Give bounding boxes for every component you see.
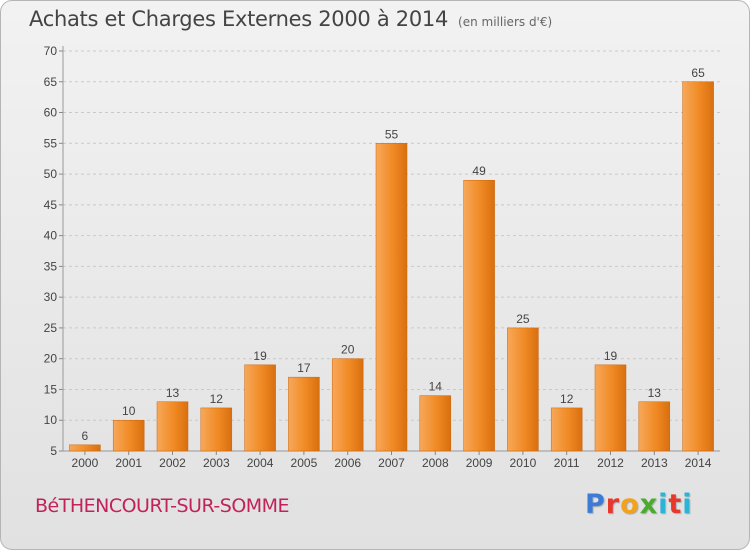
bar-value-label: 12 — [210, 392, 224, 406]
bar — [200, 407, 233, 452]
bar-value-label: 49 — [472, 164, 486, 178]
bar — [594, 364, 627, 452]
bar — [419, 395, 452, 452]
bar — [375, 143, 408, 452]
commune-name: BéTHENCOURT-SUR-SOMME — [35, 495, 290, 517]
chart-title: Achats et Charges Externes 2000 à 2014 (e… — [29, 7, 552, 31]
x-tick-label: 2012 — [597, 456, 624, 470]
value-labels: 6 10 13 12 19 17 20 55 14 49 25 12 19 13 65 — [82, 66, 706, 443]
x-tick-label: 2007 — [378, 456, 405, 470]
bar — [463, 179, 495, 452]
logo-letter: P — [585, 489, 606, 520]
bar — [288, 376, 320, 452]
x-tick-label: 2000 — [72, 456, 99, 470]
y-tick-label: 40 — [44, 229, 58, 243]
x-tick-label: 2013 — [641, 456, 668, 470]
y-tick-label: 50 — [44, 167, 58, 181]
x-tick-labels: 2000 2001 2002 2003 2004 2005 2006 2007 2008 2009… — [72, 451, 712, 470]
x-tick-label: 2003 — [203, 456, 230, 470]
logo-letter: t — [668, 489, 683, 520]
bar-value-label: 6 — [82, 429, 89, 443]
y-tick-label: 25 — [44, 321, 58, 335]
bars — [69, 81, 714, 452]
bar-value-label: 13 — [166, 386, 180, 400]
bar — [112, 419, 145, 452]
logo-letter: i — [682, 489, 693, 520]
bar-value-label: 12 — [560, 392, 574, 406]
x-tick-label: 2006 — [334, 456, 361, 470]
logo-letter: x — [639, 489, 659, 520]
x-tick-label: 2010 — [510, 456, 537, 470]
bar-value-label: 20 — [341, 343, 355, 357]
x-tick-label: 2004 — [247, 456, 274, 470]
y-tick-label: 60 — [44, 106, 58, 120]
x-tick-label: 2001 — [115, 456, 142, 470]
bar-value-label: 65 — [691, 66, 705, 80]
y-tick-label: 70 — [44, 44, 58, 58]
bar — [550, 407, 583, 452]
logo-letter: o — [620, 489, 640, 520]
x-tick-label: 2005 — [291, 456, 318, 470]
proxiti-logo[interactable]: Proxiti — [585, 489, 693, 520]
y-tick-label: 10 — [44, 413, 58, 427]
logo-letter: r — [605, 489, 621, 520]
title-text: Achats et Charges Externes 2000 à 2014 — [29, 7, 449, 31]
y-tick-label: 30 — [44, 290, 58, 304]
bar — [156, 401, 189, 452]
chart-subtitle: (en milliers d'€) — [458, 15, 553, 29]
y-tick-label: 35 — [44, 259, 58, 273]
bar — [244, 364, 276, 452]
bar — [331, 358, 364, 452]
bar-value-label: 10 — [122, 404, 136, 418]
bar-value-label: 19 — [253, 349, 267, 363]
bar — [69, 444, 101, 452]
bar-value-label: 19 — [604, 349, 618, 363]
x-tick-label: 2011 — [554, 456, 580, 470]
bar-value-label: 13 — [648, 386, 662, 400]
bar — [682, 81, 714, 452]
bar — [638, 401, 671, 452]
bar-value-label: 55 — [385, 127, 399, 141]
x-tick-label: 2009 — [466, 456, 493, 470]
y-tick-label: 20 — [44, 352, 58, 366]
x-tick-label: 2008 — [422, 456, 449, 470]
y-tick-labels: 5 10 15 20 25 30 35 40 45 50 55 60 65 70 — [44, 44, 58, 458]
y-tick-label: 15 — [44, 382, 58, 396]
x-tick-label: 2002 — [159, 456, 186, 470]
bar-value-label: 17 — [297, 361, 311, 375]
y-tick-label: 45 — [44, 198, 58, 212]
bar — [507, 327, 539, 452]
y-tick-label: 65 — [44, 75, 58, 89]
bar-value-label: 14 — [429, 380, 443, 394]
bar-value-label: 25 — [516, 312, 530, 326]
x-tick-label: 2014 — [685, 456, 712, 470]
y-tick-label: 55 — [44, 136, 58, 150]
logo-letter: i — [658, 489, 669, 520]
y-tick-label: 5 — [50, 444, 57, 458]
